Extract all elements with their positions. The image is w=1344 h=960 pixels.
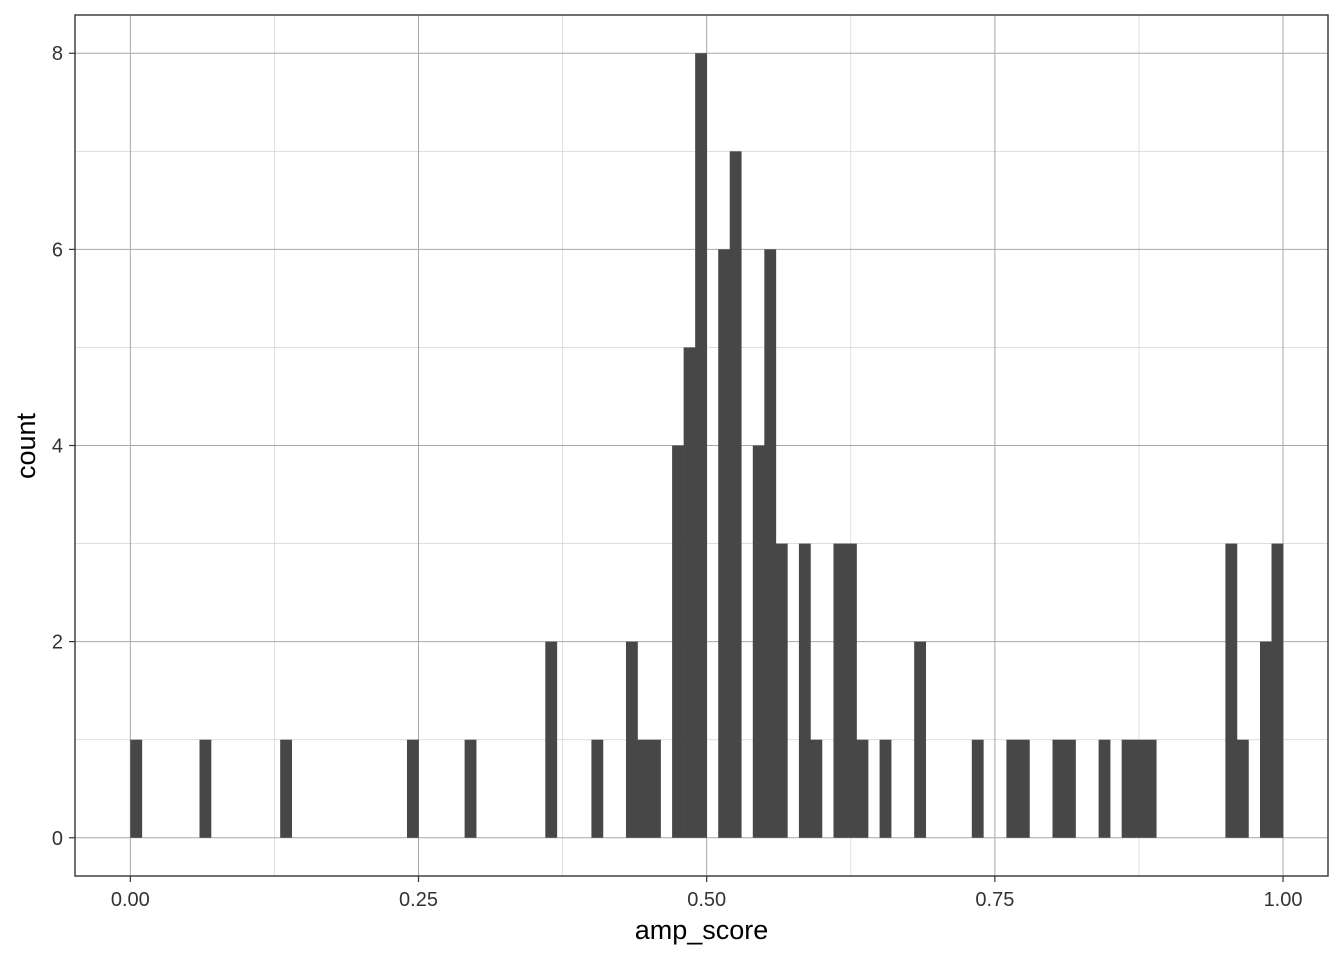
y-tick-label: 6: [52, 239, 63, 261]
x-tick-label: 0.25: [399, 889, 438, 911]
histogram-bar: [1098, 739, 1111, 838]
histogram-bar: [683, 347, 696, 838]
histogram-bar: [718, 249, 731, 838]
x-tick-label: 1.00: [1264, 889, 1303, 911]
histogram-bar: [810, 739, 823, 838]
histogram-bar: [625, 641, 638, 838]
histogram-bar: [764, 249, 777, 838]
histogram-bar: [775, 543, 788, 838]
histogram-bar: [971, 739, 984, 838]
histogram-bar: [752, 445, 765, 838]
histogram-bar: [1236, 739, 1249, 838]
histogram-bar: [1271, 543, 1284, 838]
histogram-bar: [1064, 739, 1076, 838]
histogram-bar: [545, 641, 558, 838]
y-tick-label: 0: [52, 828, 63, 850]
histogram-bar: [406, 739, 419, 838]
histogram-bar: [856, 739, 869, 838]
histogram-bar: [280, 739, 293, 838]
histogram-bar: [1052, 739, 1065, 838]
histogram-bar: [1017, 739, 1030, 838]
histogram-bar: [672, 445, 684, 838]
y-tick-label: 2: [52, 632, 63, 654]
histogram-bar: [1259, 641, 1272, 838]
axis-ticks: [69, 52, 1284, 882]
histogram-bar: [729, 151, 742, 838]
histogram-bar: [879, 739, 892, 838]
histogram-bar: [591, 739, 604, 838]
histogram-bar: [914, 641, 927, 838]
histogram-bar: [695, 53, 707, 838]
histogram-bar: [199, 739, 212, 838]
x-tick-label: 0.75: [975, 889, 1014, 911]
y-tick-label: 8: [52, 43, 63, 65]
x-axis-title: amp_score: [635, 915, 769, 945]
histogram-bar: [798, 543, 811, 838]
histogram-bar: [464, 739, 477, 838]
y-axis-title: count: [11, 412, 41, 479]
histogram-bar: [637, 739, 650, 838]
x-tick-label: 0.00: [111, 889, 150, 911]
histogram-bar: [845, 543, 857, 838]
histogram-bar: [649, 739, 661, 838]
histogram-bar: [1133, 739, 1146, 838]
histogram-bar: [130, 739, 143, 838]
x-tick-label: 0.50: [687, 889, 726, 911]
histogram-bar: [1121, 739, 1134, 838]
histogram-bar: [833, 543, 846, 838]
histogram-bar: [1006, 739, 1019, 838]
histogram-bar: [1144, 739, 1157, 838]
histogram-bar: [1225, 543, 1238, 838]
tick-labels: 0.00 0.25 0.50 0.75 1.00 0 2 4 6 8: [52, 43, 1303, 911]
histogram-bars: [130, 53, 1284, 838]
y-tick-label: 4: [52, 436, 63, 458]
